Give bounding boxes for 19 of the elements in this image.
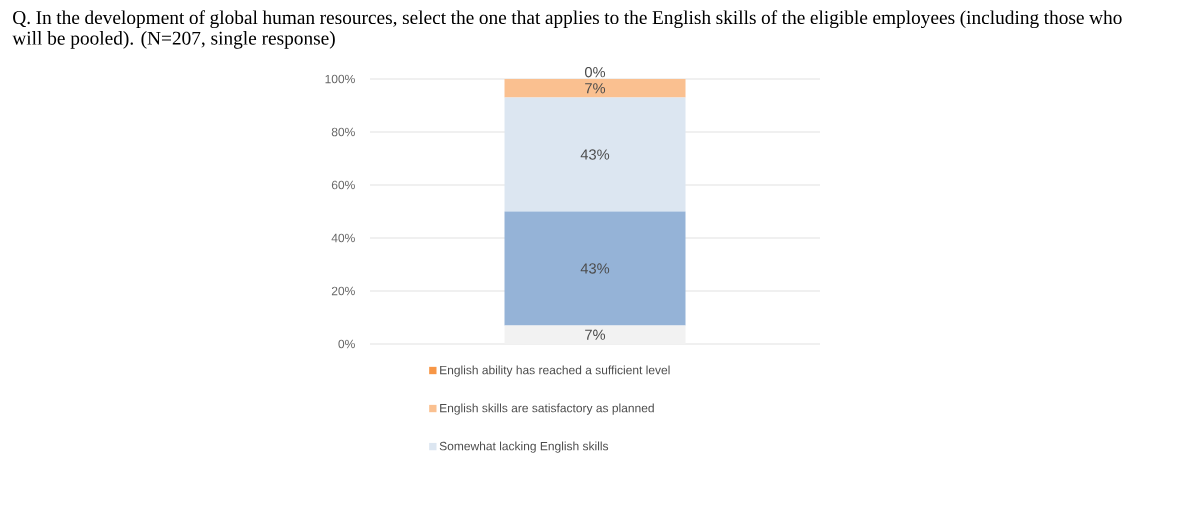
y-tick-label: 80% (331, 127, 355, 137)
y-tick-label: 40% (331, 233, 355, 243)
chart-title: Q. In the development of global human resources, select the one that applies to the English skills of the eligible employees (including those who will be pooled). (N=207, single response) (12, 10, 1122, 49)
legend-label: English ability has reached a sufficient level (440, 365, 670, 377)
bar (504, 325, 686, 344)
bar (504, 211, 686, 326)
data-label: 0% (584, 67, 606, 78)
data-label: 7% (585, 329, 606, 340)
data-label: 43% (580, 149, 610, 160)
y-tick-label: 0% (338, 339, 355, 349)
data-label: 7% (585, 83, 606, 94)
y-tick-label: 100% (325, 74, 355, 84)
y-tick-label: 20% (331, 286, 355, 296)
data-label: 43% (580, 263, 610, 274)
y-tick-label: 60% (331, 180, 355, 190)
bar (504, 79, 686, 98)
legend-label: English skills are satisfactory as planned (440, 403, 654, 415)
legend-label: Somewhat lacking English skills (439, 441, 609, 453)
bar (504, 97, 686, 212)
